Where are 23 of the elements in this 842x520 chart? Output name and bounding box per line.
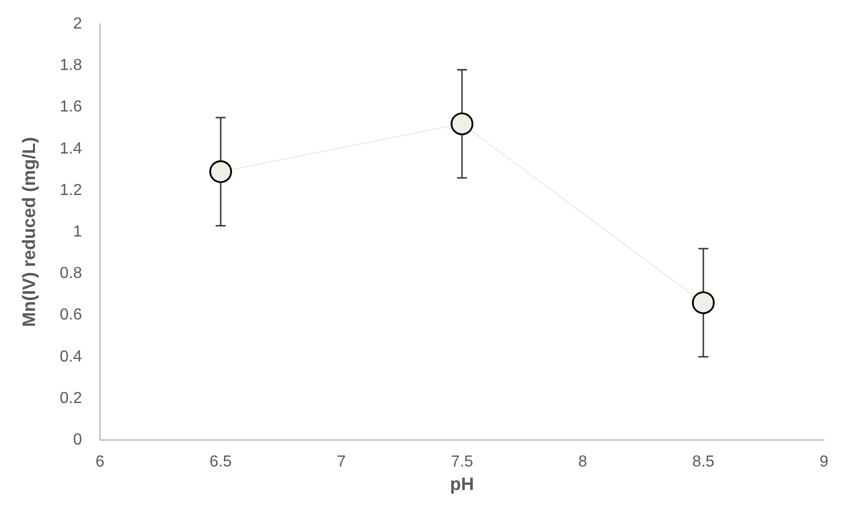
y-tick-label: 1.4: [60, 140, 82, 158]
y-tick-label: 1.8: [60, 57, 82, 74]
y-tick-label: 0.6: [60, 306, 82, 324]
y-tick-label: 0.4: [60, 348, 82, 366]
y-tick-label: 1.2: [60, 182, 82, 199]
x-tick-label: 8: [578, 454, 588, 470]
x-tick-label: 9: [820, 454, 829, 470]
x-tick-label: 6: [96, 454, 105, 470]
y-tick-label: 2: [73, 16, 82, 32]
y-axis-title: Mn(IV) reduced (mg/L): [19, 137, 39, 327]
x-axis-title: pH: [450, 474, 474, 494]
point: [209, 160, 232, 184]
point: [450, 112, 474, 136]
x-tick-label: 7: [336, 454, 346, 470]
y-tick-label: 1: [73, 224, 82, 240]
y-tick-label: 0: [73, 432, 82, 448]
x-tick-label: 7.5: [450, 454, 474, 470]
x-tick-label: 6.5: [210, 454, 232, 470]
point: [692, 291, 715, 314]
y-tick-label: 1.6: [60, 98, 82, 116]
y-tick-label: 0.2: [60, 390, 82, 407]
x-tick-label: 8.5: [692, 454, 715, 470]
y-tick-label: 0.8: [60, 265, 82, 282]
